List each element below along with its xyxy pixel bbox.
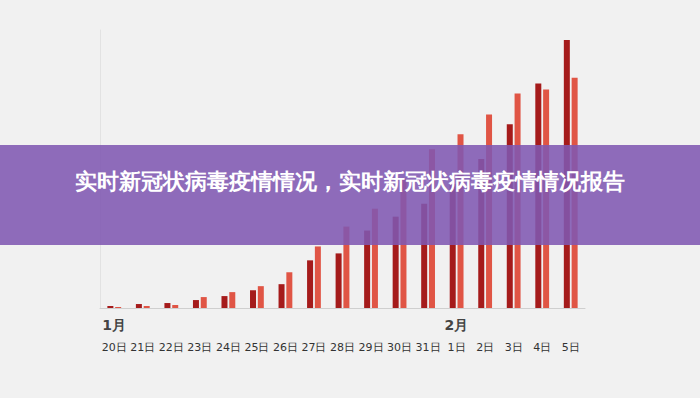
svg-text:29日: 29日 xyxy=(359,341,384,354)
svg-text:2月: 2月 xyxy=(445,317,469,333)
svg-text:25日: 25日 xyxy=(244,341,269,354)
svg-text:21日: 21日 xyxy=(130,341,155,354)
svg-text:1日: 1日 xyxy=(448,341,466,354)
svg-text:20日: 20日 xyxy=(102,341,127,354)
svg-text:22日: 22日 xyxy=(159,341,184,354)
svg-text:30日: 30日 xyxy=(387,341,412,354)
svg-text:28日: 28日 xyxy=(330,341,355,354)
svg-text:23日: 23日 xyxy=(187,341,212,354)
svg-text:27日: 27日 xyxy=(301,341,326,354)
svg-text:26日: 26日 xyxy=(273,341,298,354)
svg-text:3日: 3日 xyxy=(505,341,523,354)
svg-text:31日: 31日 xyxy=(416,341,441,354)
svg-text:1月: 1月 xyxy=(102,317,126,333)
svg-text:5日: 5日 xyxy=(562,341,580,354)
svg-text:4日: 4日 xyxy=(533,341,551,354)
svg-text:实时新冠状病毒疫情情况，实时新冠状病毒疫情情况报告: 实时新冠状病毒疫情情况，实时新冠状病毒疫情情况报告 xyxy=(75,169,625,194)
svg-text:2日: 2日 xyxy=(476,341,494,354)
svg-text:24日: 24日 xyxy=(216,341,241,354)
